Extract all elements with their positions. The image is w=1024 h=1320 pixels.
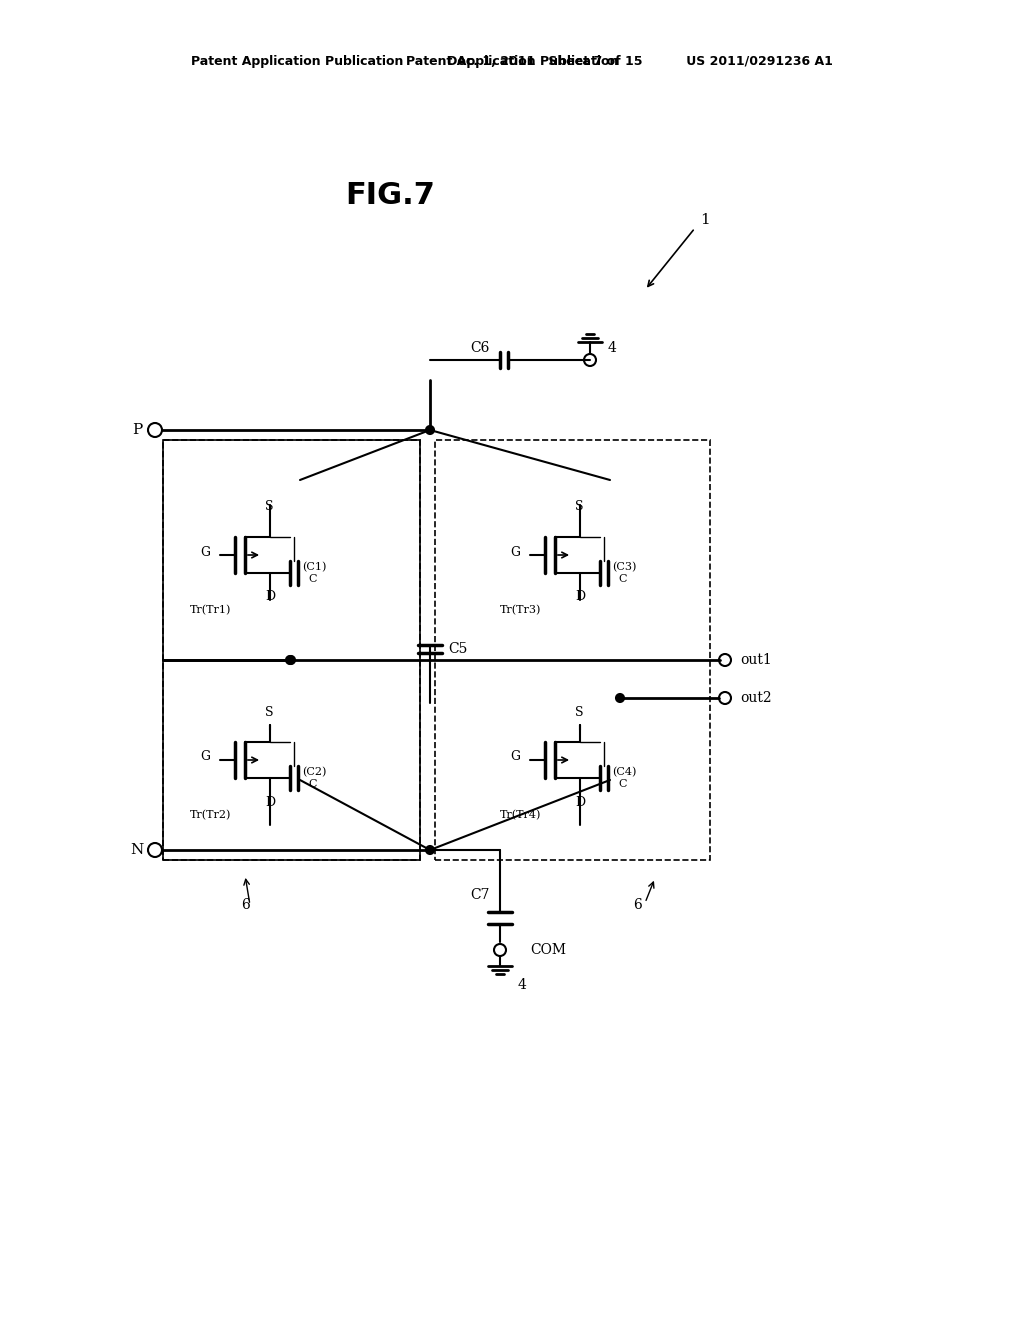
Text: G: G bbox=[510, 751, 520, 763]
Text: (C4)
  C: (C4) C bbox=[612, 767, 636, 789]
Text: P: P bbox=[132, 422, 142, 437]
Circle shape bbox=[426, 426, 434, 434]
Text: D: D bbox=[575, 796, 585, 808]
Text: G: G bbox=[200, 545, 210, 558]
Text: 6: 6 bbox=[241, 898, 250, 912]
Circle shape bbox=[286, 656, 294, 664]
Text: S: S bbox=[575, 705, 584, 718]
Circle shape bbox=[426, 846, 434, 854]
Text: C6: C6 bbox=[470, 341, 489, 355]
Text: (C1)
  C: (C1) C bbox=[302, 562, 327, 583]
Text: D: D bbox=[265, 796, 275, 808]
Text: Tr(Tr4): Tr(Tr4) bbox=[500, 810, 542, 820]
Text: Tr(Tr1): Tr(Tr1) bbox=[190, 605, 231, 615]
Text: G: G bbox=[510, 545, 520, 558]
Text: out2: out2 bbox=[740, 690, 772, 705]
Text: Tr(Tr2): Tr(Tr2) bbox=[190, 810, 231, 820]
Text: FIG.7: FIG.7 bbox=[345, 181, 435, 210]
Text: Patent Application Publication          Dec. 1, 2011   Sheet 7 of 15          US: Patent Application Publication Dec. 1, 2… bbox=[191, 55, 833, 69]
Text: (C3)
  C: (C3) C bbox=[612, 562, 636, 583]
Text: out1: out1 bbox=[740, 653, 772, 667]
Text: N: N bbox=[130, 843, 143, 857]
Text: S: S bbox=[265, 705, 273, 718]
Text: S: S bbox=[265, 500, 273, 513]
Text: Tr(Tr3): Tr(Tr3) bbox=[500, 605, 542, 615]
Text: G: G bbox=[200, 751, 210, 763]
Text: 4: 4 bbox=[518, 978, 527, 993]
Circle shape bbox=[616, 694, 624, 702]
Text: 6: 6 bbox=[634, 898, 642, 912]
Text: S: S bbox=[575, 500, 584, 513]
Text: D: D bbox=[575, 590, 585, 603]
Circle shape bbox=[287, 656, 295, 664]
Text: 1: 1 bbox=[700, 213, 710, 227]
Text: C5: C5 bbox=[449, 642, 467, 656]
Bar bbox=[163, 440, 420, 861]
Text: COM: COM bbox=[530, 942, 566, 957]
Text: C7: C7 bbox=[470, 888, 489, 902]
Text: 4: 4 bbox=[607, 341, 616, 355]
Text: Patent Application Publication: Patent Application Publication bbox=[406, 55, 618, 69]
Text: D: D bbox=[265, 590, 275, 603]
Text: (C2)
  C: (C2) C bbox=[302, 767, 327, 789]
